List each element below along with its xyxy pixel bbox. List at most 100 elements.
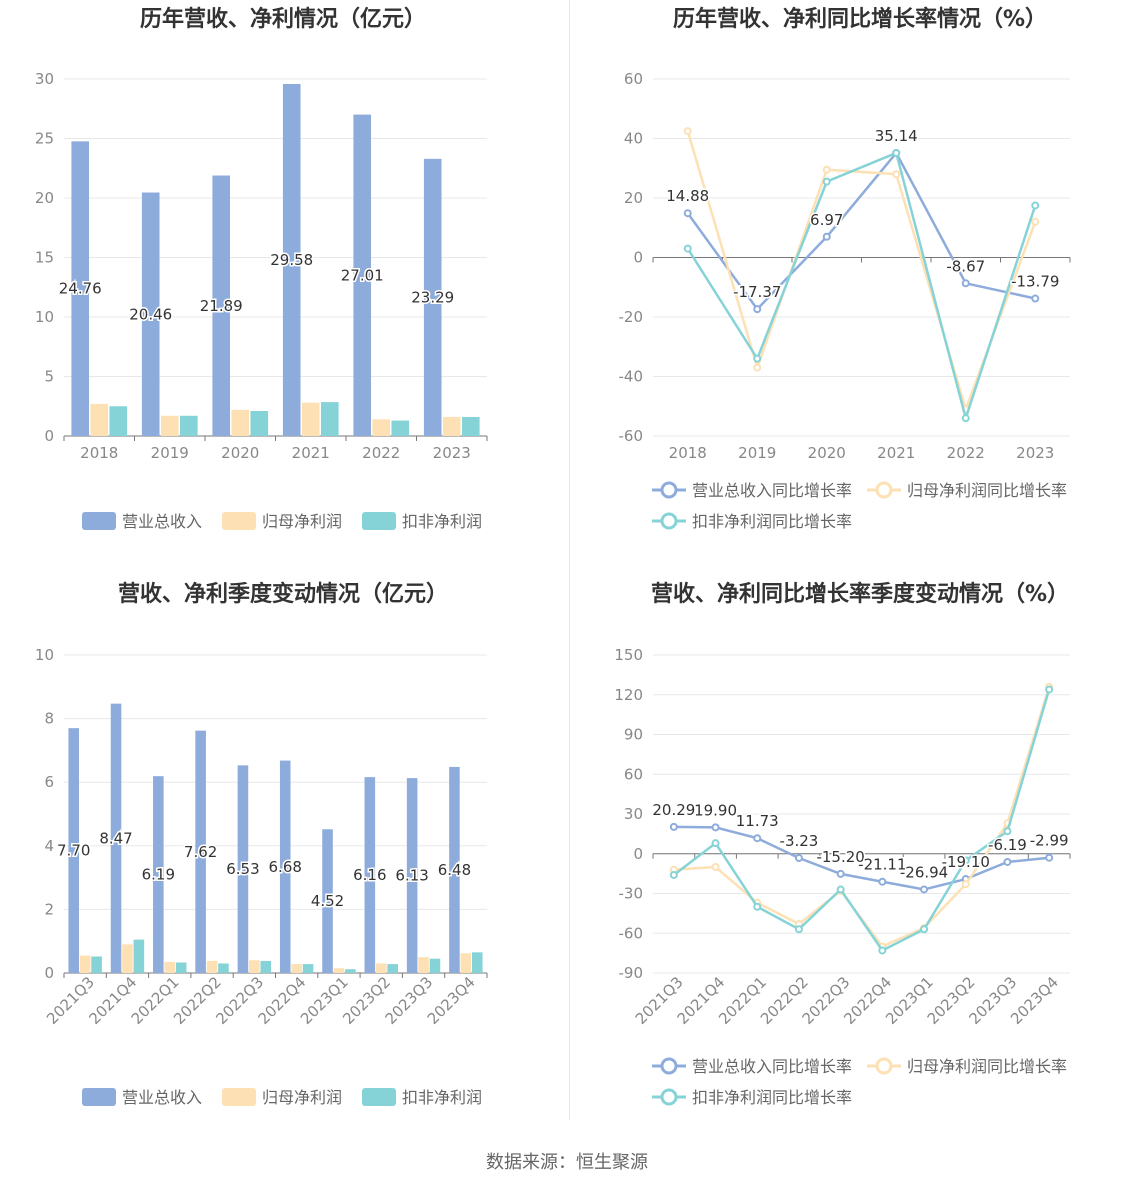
data-label: -8.67: [946, 257, 985, 275]
data-label: -21.11: [858, 856, 906, 874]
bar: [160, 415, 179, 436]
y-tick-label: 0: [44, 427, 54, 445]
data-label: 24.76: [59, 280, 102, 298]
bar: [237, 765, 249, 973]
data-point: [1031, 294, 1040, 303]
chart-svg: 营收、净利季度变动情况（亿元）02468102021Q32021Q42022Q1…: [35, 581, 488, 1107]
y-tick-label: 8: [44, 710, 54, 728]
bar: [71, 141, 90, 436]
y-tick-label: 2: [44, 900, 54, 918]
series-line: [673, 689, 1051, 953]
bar: [133, 939, 145, 973]
x-tick-label: 2020: [808, 444, 846, 462]
chart-title: 营收、净利同比增长率季度变动情况（%）: [651, 581, 1069, 607]
bar: [279, 760, 291, 973]
data-point: [711, 823, 720, 832]
data-point: [822, 232, 831, 241]
data-label: -17.37: [733, 283, 781, 301]
data-point: [669, 870, 678, 879]
data-point: [711, 839, 720, 848]
bar: [231, 409, 250, 436]
data-point: [920, 885, 929, 894]
data-point: [753, 354, 762, 363]
bar: [179, 415, 198, 436]
bar: [461, 416, 480, 436]
data-point: [892, 170, 901, 179]
chart-title: 营收、净利季度变动情况（亿元）: [118, 581, 448, 607]
data-point: [683, 209, 692, 218]
y-tick-label: 25: [35, 130, 54, 148]
bar: [322, 829, 333, 973]
bar: [301, 402, 320, 436]
data-point: [711, 863, 720, 871]
legend-swatch: [362, 1088, 396, 1106]
bar: [291, 964, 302, 973]
bar: [90, 403, 109, 436]
data-point: [892, 148, 901, 157]
bar: [320, 402, 339, 436]
x-tick-label: 2023Q4: [424, 973, 479, 1028]
legend-marker: [660, 1088, 678, 1106]
data-point: [794, 854, 803, 863]
bar: [353, 114, 372, 437]
bar: [406, 778, 418, 973]
bar: [68, 728, 80, 973]
bar: [471, 952, 483, 973]
y-tick-label: -60: [619, 924, 644, 942]
y-tick-label: 10: [35, 308, 54, 326]
data-label: 20.29: [652, 801, 695, 819]
data-point: [822, 165, 831, 174]
data-label: 35.14: [875, 127, 918, 145]
panel-divider: [569, 0, 570, 1120]
data-point: [1031, 217, 1040, 226]
y-tick-label: 40: [624, 130, 643, 148]
data-point: [1045, 853, 1054, 862]
bar: [391, 420, 410, 436]
data-label: -3.23: [780, 832, 819, 850]
bar: [79, 955, 91, 973]
bar: [333, 968, 345, 973]
data-point: [878, 946, 887, 955]
x-tick-label: 2023: [1016, 444, 1054, 462]
legend-swatch: [82, 1088, 116, 1106]
chart-title: 历年营收、净利同比增长率情况（%）: [673, 6, 1047, 32]
x-tick-label: 2020: [221, 444, 259, 462]
data-point: [1003, 827, 1012, 836]
legend-label: 归母净利润: [262, 512, 342, 531]
data-label: 19.90: [694, 801, 737, 819]
bar: [249, 960, 260, 973]
bar: [423, 158, 442, 436]
y-tick-label: 150: [614, 646, 643, 664]
legend-swatch: [82, 512, 116, 530]
data-label: -13.79: [1011, 273, 1059, 291]
data-point: [1045, 685, 1054, 694]
legend-marker: [875, 1057, 893, 1075]
legend-label: 扣非净利润: [402, 512, 482, 531]
data-point: [669, 822, 678, 831]
legend-label: 扣非净利润同比增长率: [692, 1088, 852, 1107]
data-point: [822, 177, 831, 186]
bar: [212, 175, 231, 436]
bar: [442, 416, 461, 436]
legend-swatch: [362, 512, 396, 530]
y-tick-label: 10: [35, 646, 54, 664]
data-label: 23.29: [411, 288, 454, 306]
bar: [387, 964, 398, 973]
data-label: 29.58: [270, 251, 313, 269]
bar: [282, 83, 301, 437]
legend-label: 营业总收入: [122, 512, 202, 531]
data-label: 27.01: [341, 266, 384, 284]
legend-marker: [660, 481, 678, 499]
legend-label: 扣非净利润同比增长率: [692, 512, 852, 531]
x-tick-label: 2019: [738, 444, 776, 462]
y-tick-label: 4: [44, 837, 54, 855]
bar: [164, 961, 176, 973]
quarterly-growth-rate-chart: 营收、净利同比增长率季度变动情况（%） -90 -60 -30 0 30 60 90 120 15…: [567, 575, 1134, 1145]
data-label: -26.94: [900, 863, 948, 881]
y-tick-label: 90: [624, 726, 643, 744]
y-tick-label: 60: [624, 70, 643, 88]
data-label: 6.53: [226, 860, 259, 878]
bar: [429, 958, 441, 973]
data-point: [753, 902, 762, 911]
bar: [364, 777, 376, 973]
